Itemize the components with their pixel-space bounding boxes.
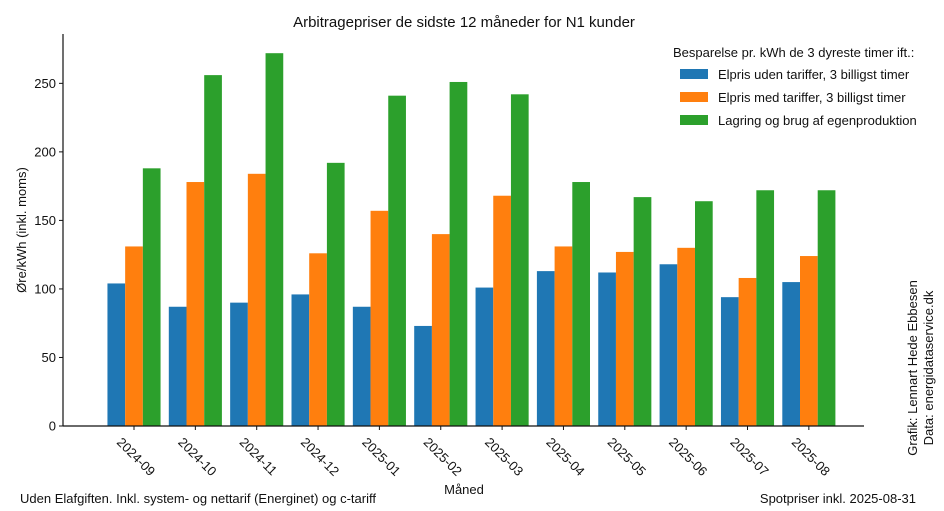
bar-1-2024-09 (107, 283, 126, 426)
chart-title: Arbitragepriser de sidste 12 måneder for… (293, 14, 635, 31)
x-tick-label: 2024-12 (298, 435, 342, 479)
bar-1-2025-04 (536, 271, 555, 426)
bar-2-2025-04 (554, 246, 573, 426)
bar-3-2025-04 (572, 182, 590, 426)
x-tick-label: 2024-09 (114, 435, 158, 479)
legend-label: Elpris uden tariffer, 3 billigst timer (718, 67, 910, 82)
bar-3-2024-09 (142, 168, 161, 426)
bar-2-2024-10 (186, 182, 205, 426)
y-axis-label: Øre/kWh (inkl. moms) (14, 167, 29, 293)
bar-3-2024-12 (326, 162, 345, 426)
bar-2-2024-11 (247, 173, 266, 426)
bar-3-2024-11 (265, 53, 284, 426)
x-tick-label: 2025-05 (605, 435, 649, 479)
bar-3-2025-07 (756, 190, 775, 426)
y-tick-label: 200 (34, 144, 56, 159)
plot-area: 2024-09 2024-10 2024-11 2024-12 2025-01 2025-… (34, 34, 864, 479)
bar-2-2024-12 (309, 253, 327, 426)
legend-swatch (680, 92, 708, 102)
bar-2-2025-07 (738, 277, 757, 426)
bar-1-2025-07 (720, 297, 739, 426)
legend: Besparelse pr. kWh de 3 dyreste timer if… (673, 45, 917, 128)
bar-1-2025-03 (475, 287, 494, 426)
bar-3-2025-01 (388, 95, 406, 427)
bar-3-2025-05 (633, 197, 652, 426)
legend-label: Elpris med tariffer, 3 billigst timer (718, 90, 906, 105)
bar-3-2025-06 (695, 201, 713, 426)
legend-label: Lagring og brug af egenproduktion (718, 113, 917, 128)
y-tick-label: 0 (49, 419, 56, 434)
bar-2-2025-05 (615, 251, 634, 426)
bar-3-2024-10 (204, 75, 222, 426)
credit-source: Data: energidataservice.dk (921, 290, 936, 445)
x-tick-label: 2025-02 (421, 435, 465, 479)
x-tick-label: 2025-07 (727, 435, 771, 479)
bar-3-2025-02 (449, 81, 468, 426)
bar-1-2024-10 (168, 306, 187, 426)
footnote-right: Spotpriser inkl. 2025-08-31 (760, 491, 916, 506)
y-tick-label: 50 (42, 350, 56, 365)
bar-2-2025-08 (800, 256, 818, 426)
bar-1-2025-02 (414, 325, 432, 426)
x-tick-label: 2024-11 (237, 435, 281, 479)
bar-2-2025-03 (493, 195, 511, 426)
legend-title: Besparelse pr. kWh de 3 dyreste timer if… (673, 45, 914, 60)
credit-author: Grafik: Lennart Hede Ebbesen (905, 280, 920, 456)
x-tick-label: 2025-06 (666, 435, 710, 479)
bar-1-2025-05 (598, 272, 616, 426)
x-tick-label: 2024-10 (175, 435, 219, 479)
bar-2-2024-09 (125, 246, 143, 426)
bar-3-2025-08 (817, 190, 836, 426)
legend-swatch (680, 69, 708, 79)
y-tick-label: 250 (34, 76, 56, 91)
x-tick-label: 2025-08 (789, 435, 833, 479)
bar-1-2025-01 (352, 306, 371, 426)
bar-2-2025-06 (677, 247, 695, 426)
bar-1-2025-06 (659, 264, 678, 426)
x-tick-label: 2025-04 (543, 435, 587, 479)
x-tick-label: 2025-03 (482, 435, 526, 479)
y-tick-label: 100 (34, 281, 56, 296)
bar-1-2025-08 (782, 282, 800, 426)
bar-1-2024-12 (291, 294, 310, 426)
footnote-left: Uden Elafgiften. Inkl. system- og nettar… (20, 491, 376, 506)
bar-2-2025-02 (431, 234, 450, 426)
y-tick-label: 150 (34, 213, 56, 228)
bar-1-2024-11 (230, 302, 248, 426)
x-tick-label: 2025-01 (359, 435, 403, 479)
x-axis-label: Måned (444, 482, 484, 497)
bar-2-2025-01 (370, 210, 389, 426)
bar-3-2025-03 (510, 94, 529, 427)
legend-swatch (680, 115, 708, 125)
